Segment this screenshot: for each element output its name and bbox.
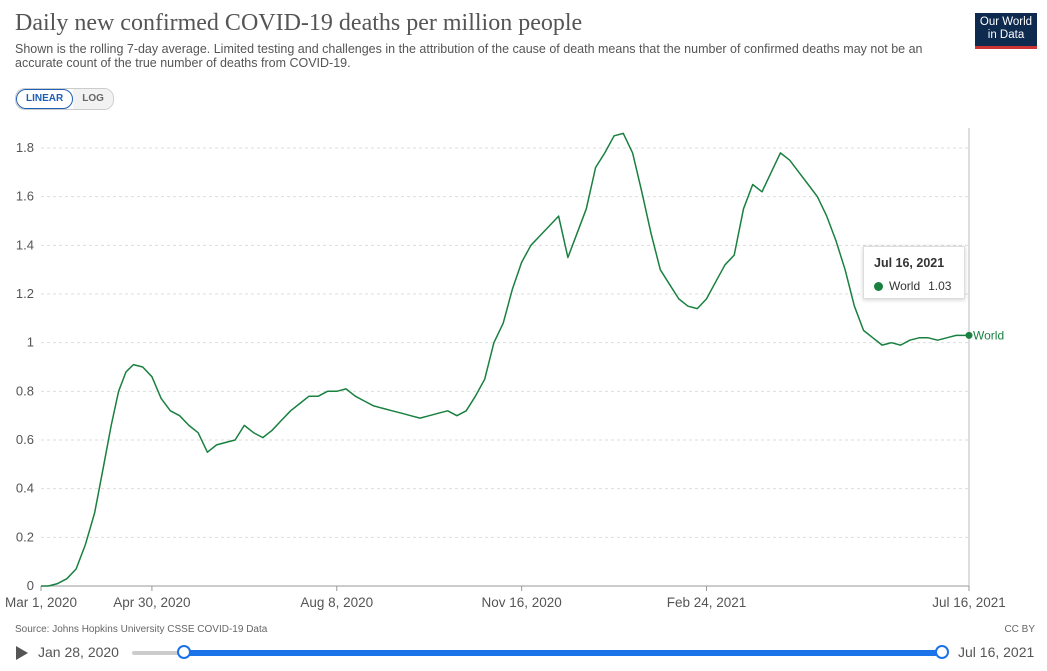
timeline-selected-range[interactable] (184, 650, 942, 656)
y-tick-label: 0.4 (16, 481, 34, 496)
log-scale-button[interactable]: LOG (73, 89, 113, 109)
y-tick-label: 1 (27, 335, 34, 350)
x-tick-label: Nov 16, 2020 (481, 595, 561, 610)
y-tick-label: 0.8 (16, 383, 34, 398)
y-tick-label: 0.2 (16, 529, 34, 544)
x-tick-label: Feb 24, 2021 (667, 595, 747, 610)
tooltip-series-name: World (889, 279, 921, 293)
timeline-end-handle[interactable] (935, 645, 949, 659)
linear-scale-button[interactable]: LINEAR (16, 89, 74, 109)
series-line-world (41, 132, 969, 587)
license-link[interactable]: CC BY (1004, 624, 1035, 635)
y-tick-label: 1.6 (16, 189, 34, 204)
logo-line-1: Our World (979, 16, 1033, 28)
owid-logo[interactable]: Our World in Data (975, 13, 1037, 49)
chart-subtitle: Shown is the rolling 7-day average. Limi… (15, 42, 923, 70)
source-note[interactable]: Source: Johns Hopkins University CSSE CO… (15, 624, 268, 635)
logo-line-2: in Data (987, 29, 1025, 41)
y-tick-label: 0 (27, 578, 34, 593)
timeline: Jan 28, 2020 Jul 16, 2021 (0, 640, 1047, 666)
scale-toggle: LINEAR LOG (15, 88, 114, 110)
y-tick-label: 1.4 (16, 237, 34, 252)
timeline-start-date: Jan 28, 2020 (38, 644, 119, 660)
x-tick-label: Mar 1, 2020 (5, 595, 77, 610)
series-end-point (965, 331, 973, 339)
series-end-label: World (973, 328, 1004, 342)
play-icon[interactable] (16, 646, 28, 660)
y-tick-label: 1.8 (16, 140, 34, 155)
series-color-dot-icon (874, 281, 883, 291)
y-tick-label: 0.6 (16, 432, 34, 447)
timeline-end-date: Jul 16, 2021 (958, 644, 1035, 660)
timeline-start-handle[interactable] (177, 645, 191, 659)
y-tick-label: 1.2 (16, 286, 34, 301)
tooltip: Jul 16, 2021 World 1.03 (863, 246, 965, 299)
tooltip-date: Jul 16, 2021 (874, 256, 945, 270)
x-tick-label: Aug 8, 2020 (300, 595, 373, 610)
chart-title: Daily new confirmed COVID-19 deaths per … (15, 10, 583, 36)
x-tick-label: Jul 16, 2021 (932, 595, 1006, 610)
tooltip-value: 1.03 (928, 279, 952, 293)
x-tick-label: Apr 30, 2020 (113, 595, 190, 610)
